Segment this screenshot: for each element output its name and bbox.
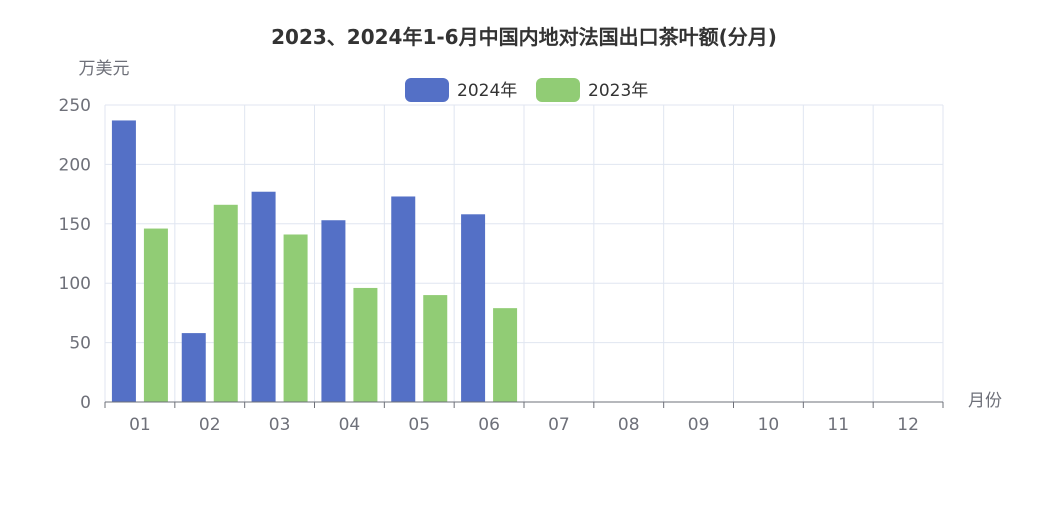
x-tick-label: 03 [269,415,291,435]
bar-2024年-04[interactable] [321,220,346,402]
bar-2024年-03[interactable] [251,191,276,402]
legend-label: 2024年 [457,81,517,101]
grid-layer [104,104,944,402]
legend-item-2023年[interactable]: 2023年 [536,78,648,102]
x-tick-label: 01 [129,415,151,435]
y-axis-label: 万美元 [79,59,130,79]
bar-2023年-04[interactable] [353,287,378,402]
legend[interactable]: 2024年 2023年 [405,78,648,102]
bar-2023年-02[interactable] [213,204,238,402]
x-tick-label: 06 [478,415,500,435]
bar-2024年-05[interactable] [391,196,416,402]
chart-title: 2023、2024年1-6月中国内地对法国出口茶叶额(分月) [271,25,777,49]
legend-item-2024年[interactable]: 2024年 [405,78,517,102]
bar-2023年-03[interactable] [283,234,308,402]
legend-swatch [536,78,580,102]
x-tick-label: 11 [827,415,849,435]
bar-2024年-06[interactable] [461,214,486,402]
x-tick-label: 07 [548,415,570,435]
x-tick-label: 10 [758,415,780,435]
x-tick-label: 05 [408,415,430,435]
x-tick-label: 09 [688,415,710,435]
x-tick-label: 04 [339,415,361,435]
bar-layer [111,120,518,402]
bar-2024年-01[interactable] [111,120,136,402]
legend-label: 2023年 [588,81,648,101]
legend-swatch [405,78,449,102]
y-tick-label: 100 [59,274,91,294]
x-tick-label: 08 [618,415,640,435]
y-tick-label: 200 [59,155,91,175]
bar-2024年-02[interactable] [181,333,206,402]
x-tick-label: 02 [199,415,221,435]
y-tick-label: 50 [69,334,91,354]
bar-2023年-05[interactable] [423,295,448,402]
x-tick-label: 12 [897,415,919,435]
x-axis-label: 月份 [968,391,1002,411]
y-tick-label: 150 [59,215,91,235]
bar-2023年-01[interactable] [143,228,168,402]
axis-layer: 0 50 100 150 200 250 01 02 03 04 05 06 07 08 09 10 11 12 [59,96,944,435]
y-tick-label: 0 [80,393,91,413]
bar-2023年-06[interactable] [493,308,518,402]
y-tick-label: 250 [59,96,91,116]
